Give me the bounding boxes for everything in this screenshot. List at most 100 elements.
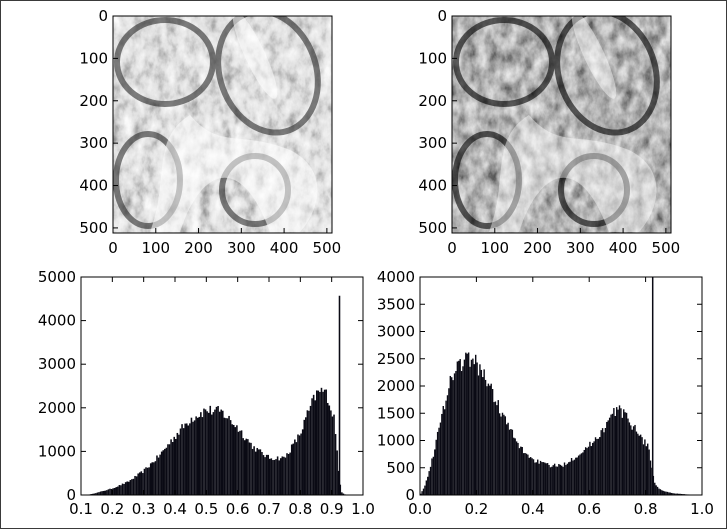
histogram-bar (247, 439, 249, 495)
histogram-bar (514, 438, 516, 495)
image-xtick-label: 300 (566, 239, 595, 257)
histogram-xtick-label: 0.2 (100, 500, 124, 518)
histogram-bar (314, 400, 316, 495)
image-xtick-label: 100 (141, 239, 170, 257)
image-xtick-label: 300 (227, 239, 256, 257)
histogram-bar (200, 412, 202, 495)
histogram-bar (634, 424, 636, 495)
histogram-bar (670, 492, 673, 495)
histogram-bar (237, 431, 240, 495)
histogram-bar (680, 493, 683, 495)
histogram-bar (556, 466, 559, 495)
histogram-bar (596, 438, 598, 495)
histogram-bar (325, 389, 327, 495)
histogram-bar (649, 460, 652, 495)
histogram-ytick-label: 0 (405, 486, 415, 504)
histogram-bar (273, 459, 276, 495)
histogram-bar (297, 434, 299, 495)
histogram-bar (278, 460, 280, 495)
histogram-bar (341, 492, 343, 495)
histogram-bar (527, 454, 529, 495)
histogram-bar (201, 417, 204, 495)
histogram-bar (231, 424, 233, 495)
histogram-bar (129, 480, 132, 495)
histogram-bar (442, 406, 444, 495)
histogram-bar (534, 462, 536, 495)
histogram-bar (220, 409, 222, 495)
histogram-bar (165, 447, 168, 495)
histogram-bar (308, 410, 310, 495)
histogram-bar (559, 464, 561, 495)
histogram-bar (443, 409, 446, 495)
histogram-bar (459, 359, 461, 495)
histogram-bar (306, 410, 309, 495)
histogram-bar (575, 457, 577, 495)
histogram-bar (206, 411, 208, 495)
histogram-bar (510, 429, 512, 495)
histogram-bar (655, 485, 657, 495)
histogram-bar (93, 493, 96, 495)
histogram-bar (654, 482, 656, 495)
histogram-bar (482, 377, 484, 495)
histogram-bar (480, 369, 483, 495)
histogram-bar (635, 431, 638, 495)
histogram-bar (521, 447, 523, 495)
histogram-bar (311, 398, 313, 495)
image-ytick-label: 500 (418, 219, 447, 237)
histogram-bar (659, 489, 662, 495)
histogram-bar (145, 467, 147, 495)
histogram-bar (248, 442, 251, 495)
histogram-bar (648, 449, 650, 495)
histogram-bar (570, 458, 573, 495)
histogram-bar (153, 462, 155, 495)
histogram-spike-bar (651, 277, 654, 495)
histogram-bar (593, 441, 595, 495)
histogram-ytick-label: 1000 (38, 442, 76, 460)
histogram-bar (110, 488, 113, 495)
histogram-bar (535, 462, 538, 495)
histogram-bar (171, 442, 174, 495)
image-xtick-label: 400 (609, 239, 638, 257)
histogram-bar (620, 408, 622, 495)
histogram-bar (662, 490, 664, 495)
histogram-bar (572, 460, 574, 495)
histogram-bar (584, 447, 587, 495)
histogram-bar (121, 483, 124, 495)
histogram-bar (517, 442, 519, 495)
histogram-bar (204, 409, 207, 495)
histogram-bar (552, 465, 554, 495)
histogram-bar (617, 409, 619, 495)
histogram-bar (493, 402, 495, 495)
histogram-bar (326, 402, 329, 495)
image-ytick-label: 200 (418, 92, 447, 110)
histogram-bar (608, 417, 611, 495)
histogram-bar (479, 364, 481, 495)
histogram-bar (91, 493, 94, 495)
histogram-bar (117, 486, 119, 495)
histogram-bar (448, 388, 450, 495)
histogram-bar (182, 428, 185, 495)
histogram-bar (175, 438, 177, 495)
histogram-xtick-label: 0.0 (408, 500, 432, 518)
histogram-bar (258, 449, 260, 495)
histogram-bar (256, 447, 259, 495)
histogram-bar (160, 451, 163, 495)
histogram-bar (644, 439, 646, 495)
histogram-ytick-label: 2000 (377, 377, 415, 395)
histogram-bar (240, 430, 243, 495)
histogram-bar (642, 444, 645, 495)
histogram-xtick-label: 0.4 (521, 500, 545, 518)
histogram-bar (300, 433, 302, 495)
histogram-bar (286, 453, 288, 495)
histogram-bar (95, 493, 97, 495)
image-xtick-label: 100 (480, 239, 509, 257)
histogram-bar (632, 426, 635, 495)
histogram-bar (333, 414, 335, 495)
histogram-bar (276, 456, 279, 495)
histogram-bar (170, 439, 172, 495)
histogram-bar (106, 490, 108, 495)
image-ytick-label: 100 (79, 49, 108, 67)
histogram-bar (234, 427, 237, 495)
histogram-bar (124, 482, 127, 495)
histogram-bar (679, 493, 681, 495)
